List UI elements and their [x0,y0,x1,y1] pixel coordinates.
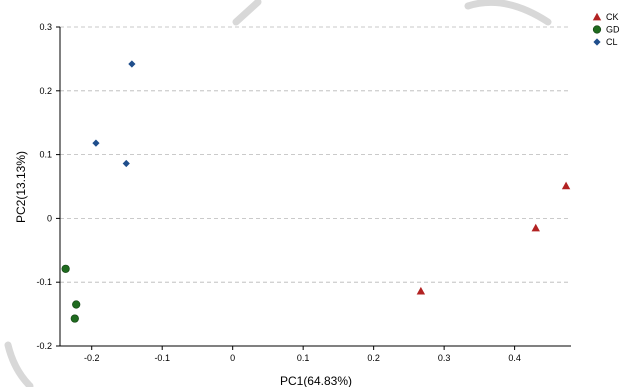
data-point-cl [92,139,100,147]
x-tick-label: -0.2 [84,353,100,363]
y-tick-label: 0 [47,213,52,223]
x-tick-label: 0.3 [438,353,451,363]
y-tick-label: 0.2 [39,86,52,96]
data-point-ck [416,286,426,295]
ticks-layer: 0.3 0.2 0.1 0 -0.1 -0.2 -0.2 -0.1 0 0.1 0.2 0.3 0.4 [36,22,520,363]
axes-layer [59,27,571,347]
data-point-cl [128,60,136,68]
y-axis-title: PC2(13.13%) [14,151,28,223]
legend-marker-cl [593,38,601,46]
data-point-gd [70,314,79,323]
points-layer [61,60,571,323]
data-point-ck [531,223,540,232]
y-tick-label: 0.1 [39,150,52,160]
x-tick-label: 0.4 [508,353,521,363]
data-point-gd [61,264,70,273]
data-point-ck [561,181,571,190]
legend-label-cl: CL [606,37,618,47]
y-tick-label: 0.3 [39,22,52,32]
data-point-cl [122,159,130,168]
x-axis-title: PC1(64.83%) [280,374,352,387]
y-tick-label: -0.2 [36,341,52,351]
y-tick-label: -0.1 [36,277,52,287]
x-tick-label: 0.2 [367,353,380,363]
x-tick-label: 0 [230,353,235,363]
legend-label-gd: GD [606,25,620,35]
decor-arc-right [464,0,552,26]
x-tick-label: 0.1 [297,353,310,363]
x-tick-label: -0.1 [154,353,170,363]
decor-stroke-left [4,341,34,387]
legend-marker-gd [592,25,602,34]
decor-stroke-top [232,0,262,26]
legend-label-ck: CK [606,12,619,22]
legend-marker-ck [592,12,602,21]
grid-layer [60,26,571,347]
legend: CK GD CL [592,12,620,47]
data-point-gd [72,300,81,309]
